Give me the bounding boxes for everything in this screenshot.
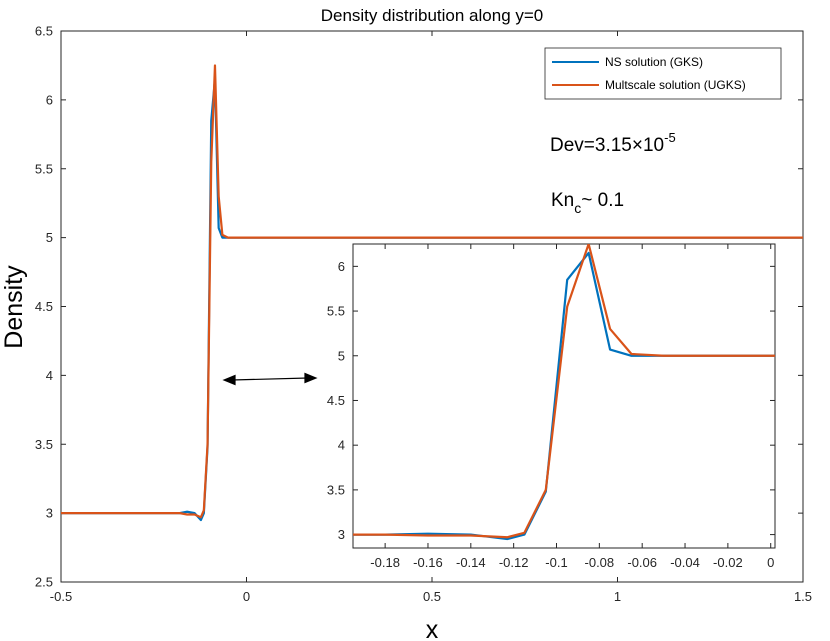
dev-prefix: Dev=3.15 — [550, 135, 632, 156]
main-axis-ticks: -0.5 0 0.5 1 1.5 2.5 3 3.5 4 4.5 5 5.5 6 6.5 — [35, 24, 812, 605]
inset-y-tick-label: 3 — [338, 527, 345, 542]
main-x-tick-label: -0.5 — [50, 589, 72, 604]
legend-label-ugks: Multscale solution (UGKS) — [605, 78, 746, 92]
main-x-tick-label: 0.5 — [423, 589, 441, 604]
main-y-tick-label: 6 — [46, 92, 53, 107]
inset-axis-ticks: -0.18 -0.16 -0.14 -0.12 -0.1 -0.08 -0.06 -0.04-… — [327, 244, 775, 570]
inset-x-tick-label: -0.16 — [413, 555, 443, 570]
dev-base: 10 — [643, 135, 664, 156]
inset-y-tick-label: 3.5 — [327, 482, 345, 497]
zoom-arrow — [222, 372, 318, 386]
kn-rest: ~ 0.1 — [581, 190, 624, 211]
main-y-tick-label: 3.5 — [35, 437, 53, 452]
zoom-arrow-head-right — [304, 372, 318, 384]
inset-y-tick-label: 4.5 — [327, 393, 345, 408]
main-x-tick-label: 1.5 — [794, 589, 812, 604]
y-axis-label: Density — [0, 265, 28, 349]
knudsen-annotation: Knc~ 0.1 — [551, 190, 624, 216]
main-x-tick-label: 0 — [243, 589, 250, 604]
inset-y-tick-label: 5 — [338, 348, 345, 363]
series-line-ugks — [61, 64, 803, 519]
legend: NS solution (GKS) Multscale solution (UG… — [544, 47, 782, 100]
inset-x-tick-label: -0.12 — [499, 555, 529, 570]
inset-x-tick-label: -0.06 — [627, 555, 657, 570]
inset-x-tick-label: -0.1 — [545, 555, 567, 570]
dev-exponent: -5 — [664, 130, 676, 145]
inset-series-line-ugks — [353, 244, 775, 539]
main-y-tick-label: 6.5 — [35, 24, 53, 39]
main-x-tick-label: 1 — [614, 589, 621, 604]
kn-main: Kn — [551, 190, 574, 211]
inset-series-lines — [353, 244, 775, 541]
main-y-tick-label: 3 — [46, 506, 53, 521]
zoom-arrow-shaft — [231, 377, 309, 381]
main-y-tick-label: 5.5 — [35, 161, 53, 176]
main-y-tick-label: 5 — [46, 230, 53, 245]
dev-times: × — [632, 135, 643, 156]
zoom-arrow-head-left — [222, 374, 236, 386]
main-y-tick-label: 4 — [46, 368, 53, 383]
main-series-lines — [61, 64, 803, 522]
inset-x-tick-label: 0 — [767, 555, 774, 570]
legend-label-gks: NS solution (GKS) — [605, 55, 703, 69]
inset-y-tick-label: 6 — [338, 259, 345, 274]
inset-x-tick-label: -0.08 — [585, 555, 615, 570]
chart-title: Density distribution along y=0 — [321, 6, 544, 25]
inset-x-tick-label: -0.02 — [713, 555, 743, 570]
inset-plot-area — [352, 243, 776, 549]
inset-y-tick-label: 5.5 — [327, 304, 345, 319]
inset-x-tick-label: -0.14 — [456, 555, 486, 570]
inset-x-tick-label: -0.18 — [370, 555, 400, 570]
legend-box — [544, 47, 782, 100]
main-y-tick-label: 4.5 — [35, 299, 53, 314]
inset-y-tick-label: 4 — [338, 438, 345, 453]
x-axis-label: x — [426, 616, 439, 641]
main-y-tick-label: 2.5 — [35, 575, 53, 590]
kn-subscript: c — [574, 200, 581, 216]
deviation-annotation: Dev=3.15×10-5 — [550, 130, 676, 156]
inset-x-tick-label: -0.04 — [670, 555, 700, 570]
